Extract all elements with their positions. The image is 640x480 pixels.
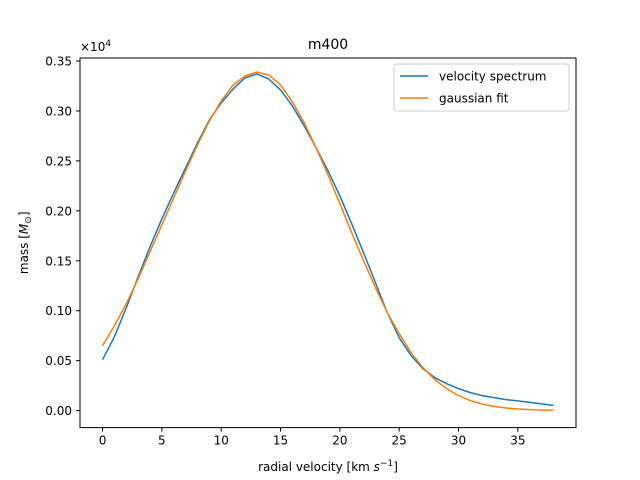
x-axis-label: radial velocity [km s−1] (258, 459, 398, 474)
x-tick-label: 35 (510, 434, 525, 448)
x-axis: 0 5 10 15 20 25 30 35 (99, 427, 525, 448)
axes-frame (79, 57, 577, 429)
x-tick-label: 25 (392, 434, 407, 448)
x-tick-label: 30 (451, 434, 466, 448)
legend-label-velocity-spectrum: velocity spectrum (439, 70, 547, 84)
x-axis-label-close: ] (393, 460, 398, 474)
y-tick-label: 0.30 (45, 104, 72, 118)
y-axis-multiplier: ×104 (80, 39, 111, 54)
x-tick-label: 5 (158, 434, 166, 448)
y-tick-label: 0.15 (45, 254, 72, 268)
y-multiplier-base: ×10 (80, 40, 105, 54)
y-tick-label: 0.20 (45, 204, 72, 218)
x-tick-label: 20 (332, 434, 347, 448)
x-axis-label-text: radial velocity [km (258, 460, 374, 474)
y-tick-label: 0.00 (45, 404, 72, 418)
x-tick-label: 0 (99, 434, 107, 448)
legend-box (393, 63, 570, 112)
y-multiplier-exponent: 4 (105, 39, 111, 49)
y-axis-label-close: ] (17, 211, 31, 216)
y-axis-label-symbol: M (17, 223, 31, 234)
series-line-velocity-spectrum (101, 73, 554, 407)
y-axis-label: mass [M⊙] (17, 211, 34, 274)
x-tick-label: 10 (214, 434, 229, 448)
y-tick-label: 0.05 (45, 354, 72, 368)
y-tick-label: 0.10 (45, 304, 72, 318)
y-axis-label-text: mass [ (17, 234, 31, 274)
y-tick-label: 0.35 (45, 54, 72, 68)
chart-title: m400 (308, 37, 348, 53)
x-axis-label-exponent: −1 (380, 459, 393, 469)
series-layer (101, 71, 554, 412)
y-axis: 0.00 0.05 0.10 0.15 0.20 0.25 0.30 0.35 (45, 54, 80, 418)
x-axis-label-unit: s (374, 460, 380, 474)
y-tick-label: 0.25 (45, 154, 72, 168)
series-line-gaussian-fit (101, 71, 554, 412)
legend-label-gaussian-fit: gaussian fit (439, 92, 509, 106)
legend: velocity spectrum gaussian fit (393, 63, 570, 112)
y-axis-label-subscript: ⊙ (24, 216, 34, 224)
x-tick-label: 15 (273, 434, 288, 448)
